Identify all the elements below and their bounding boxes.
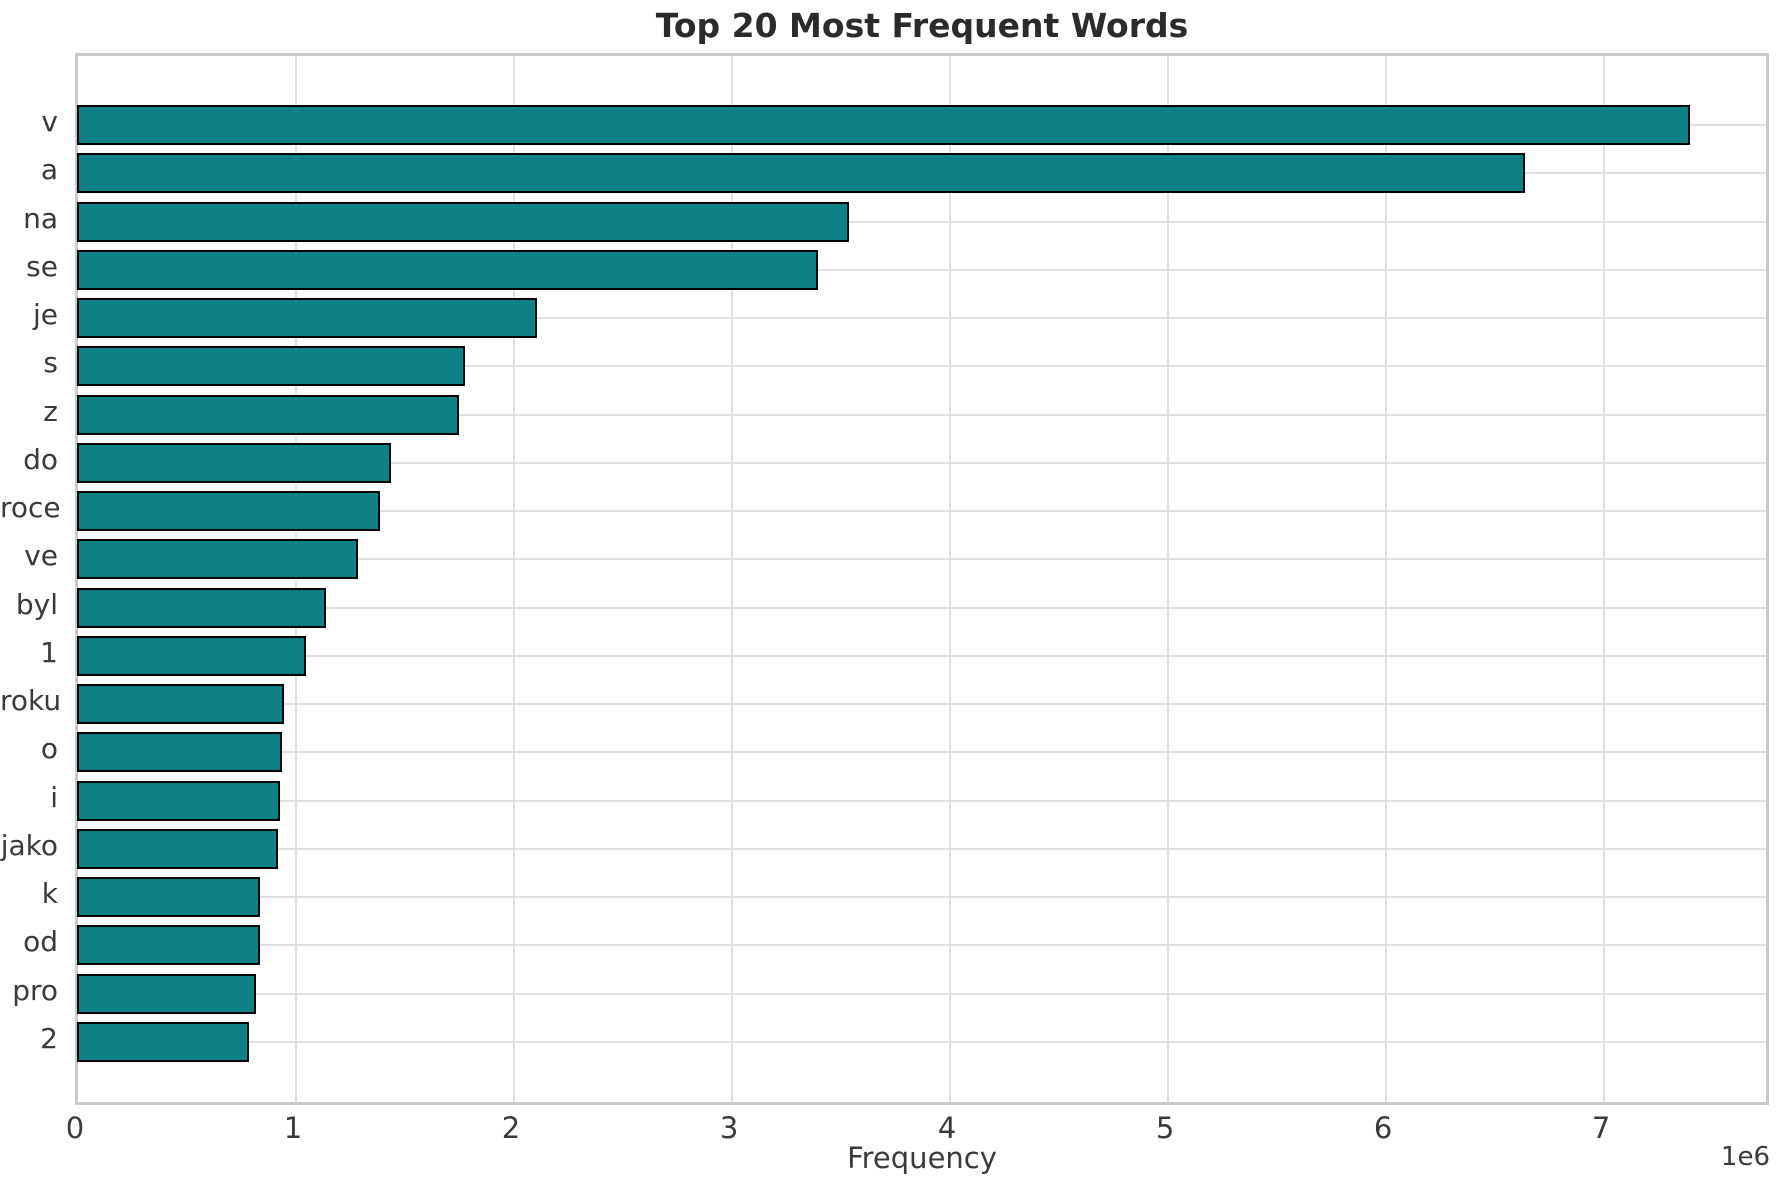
y-gridline-jako xyxy=(78,847,1766,850)
y-tick-label-v: v xyxy=(41,105,58,138)
x-tick-label-1: 1 xyxy=(283,1111,303,1145)
y-gridline-do xyxy=(78,461,1766,464)
y-gridline-na xyxy=(78,220,1766,223)
axis-offset-label: 1e6 xyxy=(1720,1142,1770,1172)
bar-a xyxy=(77,153,1525,194)
y-tick-label-roce: roce xyxy=(0,491,61,525)
bar-je xyxy=(77,298,538,339)
bar-s xyxy=(77,346,466,387)
bar-2 xyxy=(77,1021,250,1062)
y-tick-label-od: od xyxy=(23,925,58,959)
x-tick-label-2: 2 xyxy=(501,1111,521,1145)
bar-se xyxy=(77,249,819,290)
y-gridline-roku xyxy=(78,703,1766,706)
x-tick-label-3: 3 xyxy=(719,1111,739,1145)
bar-pro xyxy=(77,973,256,1014)
y-tick-label-do: do xyxy=(23,442,58,476)
x-gridline-3 xyxy=(731,56,734,1102)
bar-k xyxy=(77,877,261,918)
y-tick-label-byl: byl xyxy=(15,587,58,621)
y-gridline-z xyxy=(78,413,1766,416)
chart-title: Top 20 Most Frequent Words xyxy=(655,6,1189,45)
bar-1 xyxy=(77,635,306,676)
x-gridline-6 xyxy=(1385,56,1388,1102)
y-tick-label-z: z xyxy=(43,394,58,428)
y-tick-label-1: 1 xyxy=(40,635,58,669)
x-tick-label-7: 7 xyxy=(1591,1111,1611,1145)
x-gridline-7 xyxy=(1603,56,1606,1102)
x-tick-label-6: 6 xyxy=(1373,1111,1393,1145)
x-axis-title: Frequency xyxy=(847,1141,997,1175)
bar-na xyxy=(77,201,849,242)
bar-roku xyxy=(77,684,285,725)
bar-do xyxy=(77,442,391,483)
y-gridline-je xyxy=(78,317,1766,320)
y-gridline-od xyxy=(78,944,1766,947)
y-tick-label-k: k xyxy=(41,877,58,911)
y-tick-label-jako: jako xyxy=(0,828,58,862)
y-tick-label-na: na xyxy=(23,201,58,235)
bar-v xyxy=(77,105,1691,145)
y-tick-label-je: je xyxy=(32,298,58,332)
bar-z xyxy=(77,394,459,435)
bar-ve xyxy=(77,539,359,580)
bar-jako xyxy=(77,828,278,869)
y-gridline-roce xyxy=(78,510,1766,513)
bar-i xyxy=(77,780,280,821)
bar-byl xyxy=(77,587,326,628)
y-tick-label-roku: roku xyxy=(0,684,62,718)
y-gridline-se xyxy=(78,268,1766,271)
y-gridline-2 xyxy=(78,1040,1766,1043)
y-tick-label-a: a xyxy=(40,153,58,187)
y-tick-label-s: s xyxy=(43,346,58,380)
x-gridline-4 xyxy=(949,56,952,1102)
y-gridline-1 xyxy=(78,654,1766,657)
plot-area xyxy=(75,53,1769,1105)
y-gridline-byl xyxy=(78,606,1766,609)
y-tick-label-o: o xyxy=(40,732,58,766)
y-tick-label-pro: pro xyxy=(12,973,58,1007)
y-gridline-i xyxy=(78,799,1766,802)
y-tick-label-ve: ve xyxy=(24,539,58,573)
y-gridline-k xyxy=(78,896,1766,899)
y-tick-label-i: i xyxy=(50,780,58,814)
x-gridline-5 xyxy=(1167,56,1170,1102)
y-tick-label-se: se xyxy=(26,249,58,283)
y-gridline-o xyxy=(78,751,1766,754)
y-gridline-ve xyxy=(78,558,1766,561)
y-gridline-s xyxy=(78,365,1766,368)
bar-roce xyxy=(77,491,381,532)
x-tick-label-4: 4 xyxy=(937,1111,957,1145)
x-tick-label-5: 5 xyxy=(1155,1111,1175,1145)
x-tick-label-0: 0 xyxy=(65,1111,85,1145)
bar-o xyxy=(77,732,282,773)
y-gridline-pro xyxy=(78,992,1766,995)
y-tick-label-2: 2 xyxy=(40,1021,58,1055)
bar-od xyxy=(77,925,261,966)
x-gridline-2 xyxy=(513,56,516,1102)
